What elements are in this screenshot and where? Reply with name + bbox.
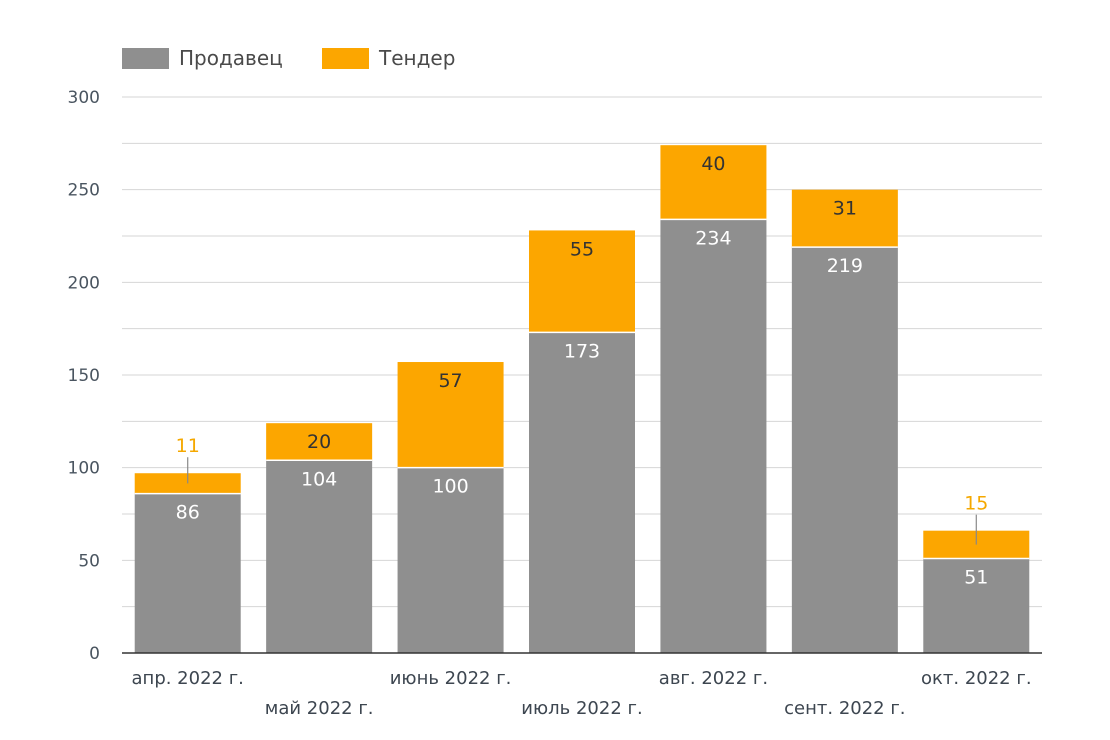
data-label-tender: 31	[833, 198, 857, 220]
data-label-seller: 51	[964, 566, 988, 588]
y-tick-label: 250	[68, 181, 100, 201]
bar-seller-1	[134, 493, 241, 653]
data-label-tender: 57	[438, 370, 462, 392]
data-label-seller: 100	[432, 476, 468, 498]
data-label-tender: 55	[570, 238, 594, 260]
data-label-seller: 234	[695, 227, 731, 249]
x-axis: апр. 2022 г. май 2022 г. июнь 2022 г. июль …	[122, 652, 1042, 719]
y-axis: 0 50 100 150 200 250 300	[68, 88, 100, 664]
legend-swatch-1	[122, 48, 169, 69]
y-tick-label: 300	[68, 88, 100, 108]
x-tick-label: сент. 2022 г.	[784, 698, 905, 719]
y-tick-label: 0	[89, 644, 100, 664]
bar-seller-3	[397, 467, 504, 653]
bar-tender-2	[266, 423, 373, 461]
bar-seller-6	[791, 247, 898, 653]
data-label-tender: 15	[964, 493, 988, 515]
x-tick-label: июнь 2022 г.	[390, 668, 512, 689]
x-tick-label: апр. 2022 г.	[132, 668, 244, 689]
legend-swatch-2	[322, 48, 369, 69]
data-label-tender: 11	[176, 435, 200, 457]
x-tick-label: авг. 2022 г.	[659, 668, 768, 689]
bar-seller-4	[529, 332, 635, 653]
data-label-tender: 20	[307, 431, 331, 453]
y-tick-label: 50	[78, 551, 100, 571]
x-tick-label: май 2022 г.	[265, 698, 374, 719]
legend: Продавец Тендер	[122, 46, 455, 70]
bar-seller-7	[923, 558, 1030, 653]
legend-label-1: Продавец	[179, 46, 283, 70]
x-tick-label: окт. 2022 г.	[921, 668, 1032, 689]
bar-seller-5	[660, 219, 767, 653]
data-label-seller: 104	[301, 468, 337, 490]
data-label-seller: 219	[827, 255, 863, 277]
y-tick-label: 100	[68, 459, 100, 479]
x-tick-label: июль 2022 г.	[521, 698, 642, 719]
data-label-tender: 40	[701, 153, 725, 175]
legend-label-2: Тендер	[378, 46, 455, 70]
bar-tender-4	[529, 230, 635, 333]
bar-seller-2	[266, 460, 373, 653]
data-label-seller: 173	[564, 340, 600, 362]
bar-tender-5	[660, 145, 767, 220]
bar-tender-6	[791, 189, 898, 248]
bar-tender-3	[397, 362, 504, 468]
y-tick-label: 200	[68, 273, 100, 293]
bars: 86 11 104 20 100 57 173 55 234 40 219 31 51 15	[134, 145, 1030, 653]
y-tick-label: 150	[68, 366, 100, 386]
data-label-seller: 86	[176, 502, 200, 524]
